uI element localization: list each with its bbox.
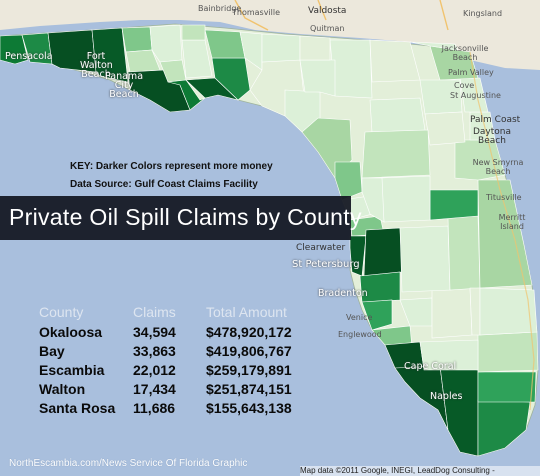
map-label-new-smyrna-beach: New Smyrna Beach [472, 158, 524, 176]
map-label-palm-coast: Palm Coast [470, 115, 521, 125]
map-label-kingsland: Kingsland [463, 9, 503, 18]
county-alachua [369, 97, 426, 133]
county-putnam [424, 111, 466, 146]
county-hamilton [299, 35, 331, 61]
table-cell-claims: 17,434 [133, 381, 176, 397]
county-okaloosa[interactable] [47, 29, 97, 73]
map-key-text: KEY: Darker Colors represent more money [70, 161, 273, 172]
county-okeechobee [469, 287, 481, 336]
county-sumter [361, 177, 385, 223]
table-cell-claims: 11,686 [133, 400, 176, 416]
county-brevard [477, 179, 533, 289]
map-label-bainbridge: Bainbridge [198, 4, 242, 13]
county-madison [261, 33, 301, 63]
county-marion [361, 129, 431, 179]
highway [317, 0, 327, 21]
table-cell-county: Okaloosa [39, 324, 103, 340]
map-label-bradenton: Bradenton [318, 288, 368, 299]
map-label-palm-valley: Palm Valley [448, 68, 494, 77]
map-label-daytona-beach: Daytona Beach [472, 127, 512, 146]
column-header-claims: Claims [133, 304, 176, 320]
county-pinellas [349, 235, 367, 277]
map-label-st-petersburg: St Petersburg [292, 259, 360, 270]
highway [469, 51, 535, 411]
county-citrus [334, 161, 363, 201]
county-gadsden [181, 24, 206, 41]
county-polk [399, 225, 451, 293]
map-attribution[interactable]: Map data ©2011 Google, INEGI, LeadDog Co… [300, 466, 540, 476]
data-source-text: Data Source: Gulf Coast Claims Facility [70, 179, 258, 190]
highway [234, 0, 269, 31]
map-label-clearwater: Clearwater [296, 243, 346, 253]
county-hillsborough [363, 227, 403, 277]
county-lake [379, 175, 431, 223]
title-band [0, 196, 351, 240]
county-sarasota [361, 299, 393, 331]
map-label-fort-walton-beach: Fort Walton Beach [80, 51, 113, 80]
county-columbia [329, 39, 373, 99]
map-label-cape-coral: Cape Coral [404, 361, 457, 372]
column-header-county: County [39, 304, 84, 320]
table-cell-county: Bay [39, 343, 65, 359]
map-label-thomasville: Thomasville [232, 8, 281, 17]
map-label-pensacola: Pensacola [5, 51, 53, 62]
map-label-st-augustine: St Augustine [450, 91, 501, 100]
map-label-naples: Naples [430, 391, 463, 402]
county-leon [204, 29, 246, 59]
map-label-venice: Venice [346, 313, 373, 322]
table-cell-county: Escambia [39, 362, 105, 378]
table-cell-amount: $478,920,172 [206, 324, 292, 340]
county-nassau [409, 41, 459, 51]
page-title: Private Oil Spill Claims by County [9, 204, 362, 230]
county-hendry [419, 339, 479, 371]
table-cell-amount: $419,806,767 [206, 343, 292, 359]
county-suwannee [299, 59, 336, 97]
table-cell-claims: 22,012 [133, 362, 176, 378]
table-cell-claims: 33,863 [133, 343, 176, 359]
map-label-panama-city-beach: Panama City Beach [104, 71, 144, 100]
county-orange [429, 189, 479, 221]
county-indian-river [479, 287, 538, 336]
table-cell-county: Santa Rosa [39, 400, 116, 416]
georgia-land [0, 0, 540, 70]
table-cell-amount: $251,874,151 [206, 381, 292, 397]
county-osceola [447, 215, 481, 291]
map-label-cove: Cove [454, 81, 475, 90]
county-escambia[interactable] [0, 34, 29, 65]
column-header-total-amount: Total Amount [206, 304, 287, 320]
map-label-quitman: Quitman [310, 24, 345, 33]
county-highlands [431, 287, 473, 339]
map-label-jacksonville-beach: Jacksonville Beach [441, 44, 489, 62]
table-cell-amount: $259,179,891 [206, 362, 292, 378]
county-broward [477, 371, 537, 403]
county-franklin [185, 77, 240, 101]
county-walton[interactable] [91, 27, 129, 83]
highway [439, 0, 449, 31]
map-label-englewood: Englewood [338, 330, 382, 339]
county-holmes [121, 26, 153, 53]
table-cell-amount: $155,643,138 [206, 400, 292, 416]
map-label-merritt-island: Merritt Island [498, 213, 526, 231]
footer-credit: NorthEscambia.com/News Service Of Florid… [9, 458, 248, 469]
county-baker [369, 39, 421, 83]
map-label-valdosta: Valdosta [308, 6, 347, 16]
map-label-titusville: Titusville [486, 193, 522, 202]
table-cell-claims: 34,594 [133, 324, 176, 340]
table-cell-county: Walton [39, 381, 86, 397]
